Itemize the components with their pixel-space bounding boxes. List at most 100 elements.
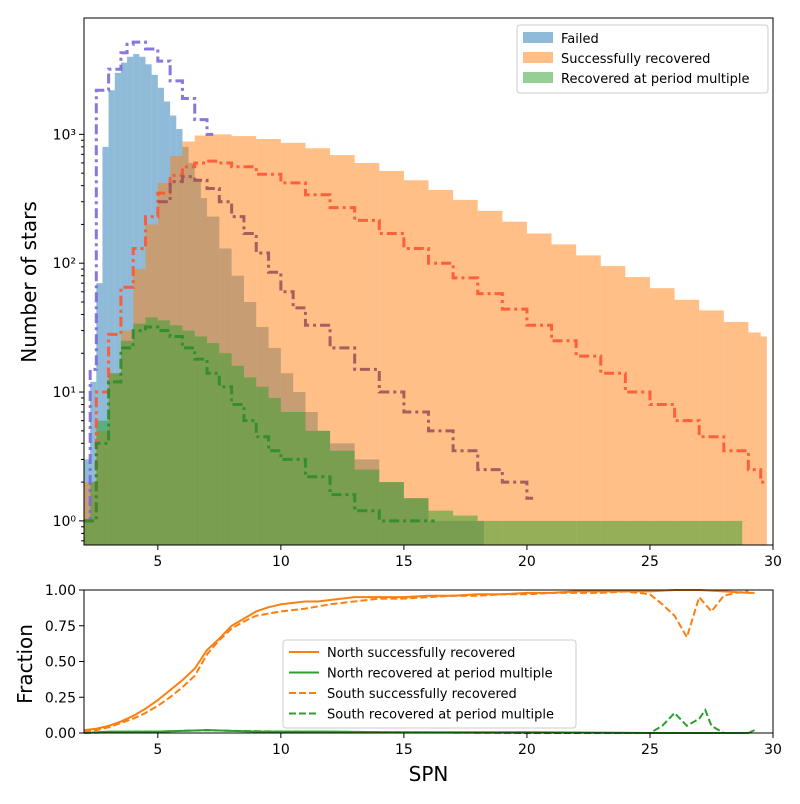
bar-recovered-at-period-multiple: [428, 510, 454, 545]
bar-failed: [108, 90, 115, 545]
fraction-xtick-label: 10: [272, 742, 290, 758]
bar-failed: [120, 62, 128, 545]
histogram-ytick-label: 10⁰: [53, 514, 77, 530]
histogram-xtick-label: 10: [272, 554, 290, 570]
bar-failed: [114, 72, 121, 545]
bar-recovered-at-period-multiple: [268, 397, 281, 545]
fraction-ytick-label: 0.25: [45, 690, 76, 706]
histogram-xtick-label: 15: [395, 554, 413, 570]
bar-successfully-recovered: [649, 288, 675, 545]
bar-recovered-at-period-multiple: [96, 420, 109, 545]
bar-successfully-recovered: [760, 336, 767, 545]
legend-label-north-successfully-recovered: North successfully recovered: [327, 646, 515, 661]
bar-recovered-at-period-multiple: [108, 373, 121, 545]
bar-recovered-at-period-multiple: [133, 323, 146, 545]
bar-successfully-recovered: [551, 244, 577, 545]
bar-recovered-at-period-multiple: [145, 317, 158, 545]
fraction-ytick-label: 0.50: [45, 655, 76, 671]
outline-north-failed-outline: [84, 40, 214, 523]
bar-recovered-at-period-multiple: [502, 520, 527, 545]
bar-successfully-recovered: [428, 189, 454, 545]
bar-successfully-recovered: [526, 233, 552, 545]
bar-successfully-recovered: [502, 221, 527, 545]
histogram-ytick-label: 10¹: [53, 385, 76, 401]
legend-label-failed: Failed: [561, 32, 599, 47]
legend-label-south-successfully-recovered: South successfully recovered: [327, 687, 517, 702]
bar-successfully-recovered: [477, 210, 503, 545]
bar-recovered-at-period-multiple: [576, 520, 650, 545]
bar-recovered-at-period-multiple: [330, 450, 355, 545]
bar-recovered-at-period-multiple: [170, 325, 183, 545]
bar-recovered-at-period-multiple: [280, 412, 306, 545]
bar-recovered-at-period-multiple: [90, 482, 97, 545]
bar-successfully-recovered: [453, 199, 478, 545]
bar-successfully-recovered: [723, 321, 749, 545]
bar-recovered-at-period-multiple: [736, 520, 743, 545]
histogram-frame: [83, 17, 774, 546]
fraction-ytick-label: 1.00: [45, 583, 76, 599]
bar-recovered-at-period-multiple: [194, 336, 208, 545]
legend-swatch-failed: [523, 32, 553, 43]
legend-swatch-successfully-recovered: [523, 52, 553, 63]
legend-swatch-recovered-at-period-multiple: [523, 72, 553, 83]
outline-north-successfully-recovered-outline: [84, 159, 767, 523]
histogram-panel: 5 10 15 20 25 30 10⁰ 10¹ 10² 10³ Failed Successfull…: [53, 17, 782, 570]
bar-successfully-recovered: [674, 299, 700, 545]
outline-south-successfully-recovered-outline: [157, 175, 534, 500]
bar-recovered-at-period-multiple: [256, 386, 269, 545]
histogram-xtick-label: 30: [764, 554, 782, 570]
histogram-xtick-label: 25: [641, 554, 659, 570]
bar-recovered-at-period-multiple: [477, 520, 503, 545]
fraction-xlabel: SPN: [409, 762, 449, 786]
fraction-ytick-label: 0.00: [45, 726, 76, 742]
line-north-successfully-recovered: [84, 589, 755, 732]
histogram-series-layer: [84, 40, 767, 545]
fraction-xtick-label: 20: [518, 742, 536, 758]
bar-successfully-recovered: [576, 255, 601, 545]
bar-successfully-recovered: [625, 277, 650, 545]
bar-recovered-at-period-multiple: [354, 469, 380, 545]
bar-failed: [102, 146, 109, 545]
bar-successfully-recovered: [403, 180, 429, 545]
bar-successfully-recovered: [748, 332, 761, 545]
histogram-xtick-label: 20: [518, 554, 536, 570]
fraction-xtick-label: 25: [641, 742, 659, 758]
bar-recovered-at-period-multiple: [219, 353, 232, 545]
bar-successfully-recovered: [699, 310, 724, 545]
bar-recovered-at-period-multiple: [526, 520, 577, 545]
bar-recovered-at-period-multiple: [649, 520, 700, 545]
histogram-ytick-label: 10³: [53, 127, 76, 143]
series-recovered-at-period-multiple: [84, 317, 743, 545]
bar-recovered-at-period-multiple: [305, 430, 331, 545]
bar-recovered-at-period-multiple: [120, 340, 134, 545]
bar-recovered-at-period-multiple: [231, 365, 244, 545]
bar-recovered-at-period-multiple: [379, 482, 404, 545]
histogram-legend-box: [516, 24, 769, 94]
fraction-panel: 5 10 15 20 25 30 0.00 0.25 0.50 0.75 1.00 North suc…: [45, 583, 782, 758]
bar-failed: [127, 56, 134, 545]
fraction-xtick-label: 30: [764, 742, 782, 758]
bar-recovered-at-period-multiple: [243, 377, 257, 545]
axis-labels: Number of stars Fraction SPN: [13, 201, 448, 786]
fraction-legend-box: [282, 639, 577, 729]
legend-label-recovered-at-period-multiple: Recovered at period multiple: [561, 72, 750, 87]
fraction-ytick-label: 0.75: [45, 619, 76, 635]
bar-recovered-at-period-multiple: [182, 330, 195, 545]
fraction-xtick-label: 5: [153, 742, 162, 758]
histogram-legend: Failed Successfully recovered Recovered at…: [516, 24, 769, 94]
legend-label-south-recovered-at-period-multiple: South recovered at period multiple: [327, 708, 554, 723]
histogram-ylabel: Number of stars: [17, 201, 41, 363]
bar-failed: [96, 283, 103, 545]
fraction-ylabel: Fraction: [13, 624, 37, 704]
bar-recovered-at-period-multiple: [453, 515, 478, 545]
histogram-ytick-label: 10²: [53, 256, 76, 272]
bar-recovered-at-period-multiple: [207, 343, 220, 545]
histogram-xtick-label: 5: [153, 554, 162, 570]
fraction-xtick-label: 15: [395, 742, 413, 758]
bar-failed: [90, 381, 97, 545]
outline-north-recovered-at-period-multiple-outline: [84, 325, 435, 523]
bar-successfully-recovered: [600, 266, 626, 545]
bar-recovered-at-period-multiple: [84, 520, 91, 545]
